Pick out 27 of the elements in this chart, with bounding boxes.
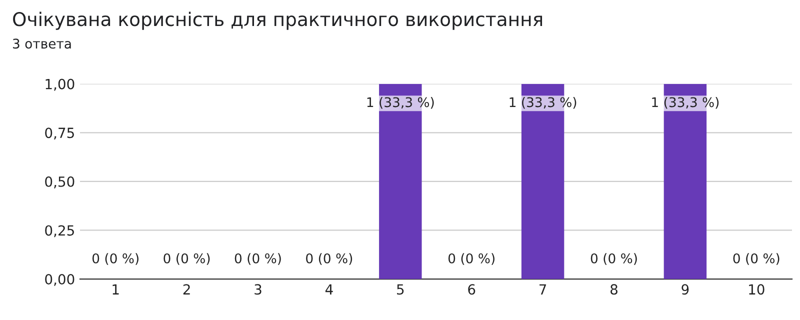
x-tick-label: 10 — [749, 284, 764, 295]
data-label: 0 (0 %) — [590, 253, 637, 265]
data-label: 0 (0 %) — [234, 253, 281, 265]
data-label: 0 (0 %) — [306, 253, 352, 265]
y-tick-label: 1,00 — [46, 78, 74, 91]
chart-title: Очікувана корисність для практичного використання — [13, 12, 542, 30]
data-label: 1 (33,3 %) — [367, 96, 434, 109]
data-label: 0 (0 %) — [733, 253, 780, 265]
x-tick-label: 3 — [254, 284, 262, 295]
x-tick-label: 5 — [397, 284, 404, 295]
x-tick-label: 8 — [610, 284, 618, 295]
y-tick-label: 0,25 — [45, 225, 74, 238]
data-label: 0 (0 %) — [164, 253, 210, 265]
x-tick-label: 1 — [112, 284, 119, 294]
x-tick-label: 7 — [540, 284, 546, 294]
data-label: 0 (0 %) — [92, 253, 138, 265]
chart-subtitle: 3 ответа — [13, 38, 71, 49]
x-tick-label: 4 — [325, 284, 333, 294]
data-label: 1 (33,3 %) — [652, 96, 719, 109]
x-tick-label: 6 — [468, 284, 476, 295]
y-tick-label: 0,00 — [45, 274, 74, 286]
data-label: 0 (0 %) — [448, 253, 494, 265]
x-tick-label: 9 — [682, 284, 689, 295]
y-tick-label: 0,75 — [45, 128, 74, 140]
x-tick-label: 2 — [183, 284, 190, 294]
y-tick-label: 0,50 — [45, 176, 74, 188]
data-label: 1 (33,3 %) — [510, 96, 576, 109]
